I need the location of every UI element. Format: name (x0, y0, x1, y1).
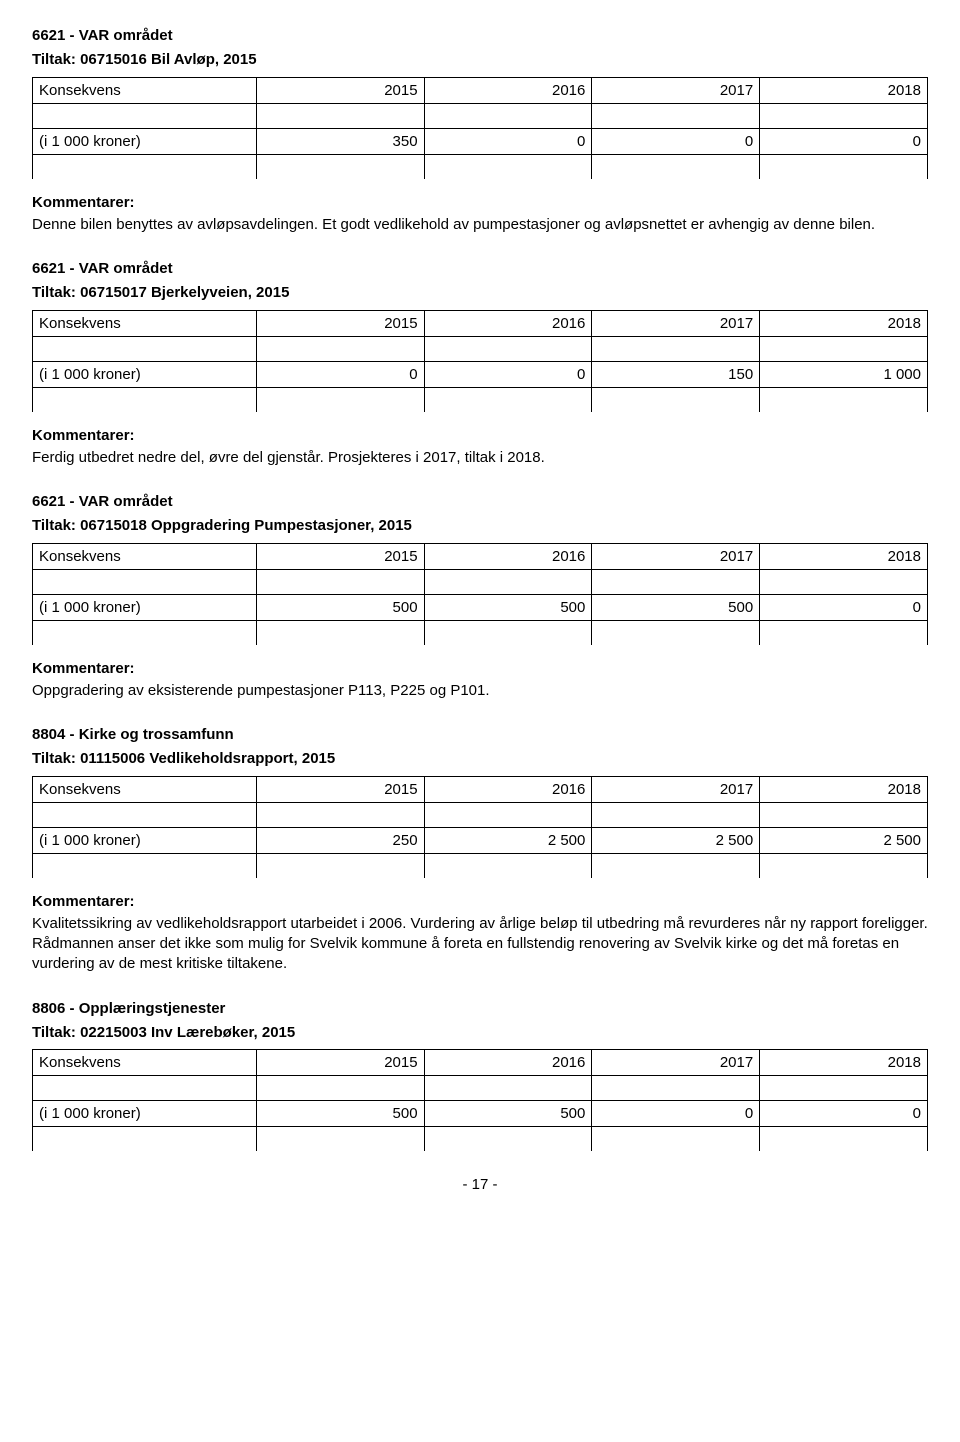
table-header-year: 2016 (424, 776, 592, 802)
section-heading-area: 8804 - Kirke og trossamfunn (32, 725, 928, 745)
table-header-year: 2017 (592, 543, 760, 569)
section: 6621 - VAR området Tiltak: 06715017 Bjerk… (32, 259, 928, 468)
section: 6621 - VAR området Tiltak: 06715016 Bil A… (32, 26, 928, 235)
kommentar-label: Kommentarer: (32, 193, 928, 213)
kommentar-label: Kommentarer: (32, 892, 928, 912)
table-header-year: 2017 (592, 310, 760, 336)
table-cell-value: 0 (592, 128, 760, 154)
konsekvens-table: Konsekvens2015201620172018 (i 1 000 krone… (32, 77, 928, 179)
table-cell-value: 0 (760, 128, 928, 154)
section-heading-area: 8806 - Opplæringstjenester (32, 999, 928, 1019)
section-heading-tiltak: Tiltak: 01115006 Vedlikeholdsrapport, 20… (32, 749, 928, 769)
section-heading-area: 6621 - VAR området (32, 26, 928, 46)
kommentar-label: Kommentarer: (32, 426, 928, 446)
table-header-label: Konsekvens (33, 77, 257, 103)
table-cell-value: 500 (424, 1101, 592, 1127)
table-header-year: 2018 (760, 77, 928, 103)
table-cell-value: 150 (592, 361, 760, 387)
table-header-year: 2016 (424, 543, 592, 569)
table-header-label: Konsekvens (33, 1050, 257, 1076)
kommentar-text: Oppgradering av eksisterende pumpestasjo… (32, 681, 928, 701)
table-row-label: (i 1 000 kroner) (33, 594, 257, 620)
table-row-label: (i 1 000 kroner) (33, 827, 257, 853)
table-header-year: 2018 (760, 776, 928, 802)
table-header-year: 2018 (760, 310, 928, 336)
table-header-year: 2015 (256, 776, 424, 802)
section: 8806 - Opplæringstjenester Tiltak: 022150… (32, 999, 928, 1152)
table-header-year: 2016 (424, 1050, 592, 1076)
kommentar-text: Kvalitetssikring av vedlikeholdsrapport … (32, 914, 928, 975)
table-header-year: 2018 (760, 543, 928, 569)
table-cell-value: 500 (592, 594, 760, 620)
table-cell-value: 500 (256, 594, 424, 620)
section-heading-tiltak: Tiltak: 06715017 Bjerkelyveien, 2015 (32, 283, 928, 303)
konsekvens-table: Konsekvens2015201620172018 (i 1 000 krone… (32, 543, 928, 645)
table-cell-value: 1 000 (760, 361, 928, 387)
table-header-year: 2015 (256, 310, 424, 336)
table-row-label: (i 1 000 kroner) (33, 1101, 257, 1127)
table-header-year: 2016 (424, 310, 592, 336)
table-header-year: 2017 (592, 776, 760, 802)
table-header-label: Konsekvens (33, 543, 257, 569)
kommentar-label: Kommentarer: (32, 659, 928, 679)
konsekvens-table: Konsekvens2015201620172018 (i 1 000 krone… (32, 776, 928, 878)
table-header-year: 2015 (256, 1050, 424, 1076)
table-row-label: (i 1 000 kroner) (33, 361, 257, 387)
table-cell-value: 500 (424, 594, 592, 620)
table-header-year: 2015 (256, 543, 424, 569)
section-heading-tiltak: Tiltak: 06715018 Oppgradering Pumpestasj… (32, 516, 928, 536)
table-row-label: (i 1 000 kroner) (33, 128, 257, 154)
table-header-year: 2018 (760, 1050, 928, 1076)
section-heading-tiltak: Tiltak: 02215003 Inv Lærebøker, 2015 (32, 1023, 928, 1043)
table-header-label: Konsekvens (33, 776, 257, 802)
konsekvens-table: Konsekvens2015201620172018 (i 1 000 krone… (32, 310, 928, 412)
table-header-year: 2017 (592, 1050, 760, 1076)
table-header-label: Konsekvens (33, 310, 257, 336)
table-cell-value: 0 (760, 1101, 928, 1127)
table-cell-value: 2 500 (592, 827, 760, 853)
table-cell-value: 0 (424, 361, 592, 387)
konsekvens-table: Konsekvens2015201620172018 (i 1 000 krone… (32, 1049, 928, 1151)
table-cell-value: 0 (760, 594, 928, 620)
table-cell-value: 0 (256, 361, 424, 387)
table-cell-value: 2 500 (760, 827, 928, 853)
section: 8804 - Kirke og trossamfunn Tiltak: 01115… (32, 725, 928, 975)
table-header-year: 2016 (424, 77, 592, 103)
kommentar-text: Denne bilen benyttes av avløpsavdelingen… (32, 215, 928, 235)
table-header-year: 2015 (256, 77, 424, 103)
table-cell-value: 500 (256, 1101, 424, 1127)
table-cell-value: 0 (424, 128, 592, 154)
table-cell-value: 250 (256, 827, 424, 853)
section-heading-area: 6621 - VAR området (32, 259, 928, 279)
page-number: - 17 - (32, 1175, 928, 1195)
section-heading-area: 6621 - VAR området (32, 492, 928, 512)
table-cell-value: 350 (256, 128, 424, 154)
table-cell-value: 0 (592, 1101, 760, 1127)
section-heading-tiltak: Tiltak: 06715016 Bil Avløp, 2015 (32, 50, 928, 70)
section: 6621 - VAR området Tiltak: 06715018 Oppgr… (32, 492, 928, 701)
table-header-year: 2017 (592, 77, 760, 103)
table-cell-value: 2 500 (424, 827, 592, 853)
kommentar-text: Ferdig utbedret nedre del, øvre del gjen… (32, 448, 928, 468)
